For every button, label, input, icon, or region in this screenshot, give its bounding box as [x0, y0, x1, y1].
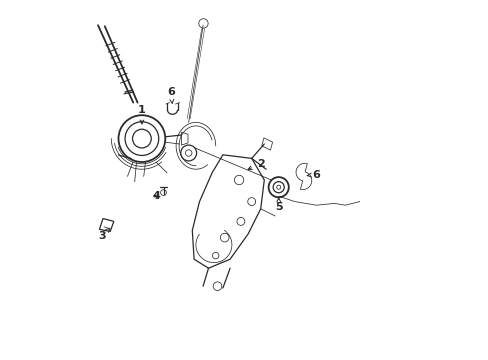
Text: 4: 4: [152, 191, 160, 201]
Text: 3: 3: [98, 228, 110, 241]
Text: 1: 1: [138, 105, 145, 124]
Polygon shape: [99, 219, 114, 231]
Text: 6: 6: [306, 170, 320, 180]
Text: 6: 6: [166, 87, 174, 103]
Text: 5: 5: [274, 198, 282, 212]
Text: 2: 2: [247, 159, 264, 170]
